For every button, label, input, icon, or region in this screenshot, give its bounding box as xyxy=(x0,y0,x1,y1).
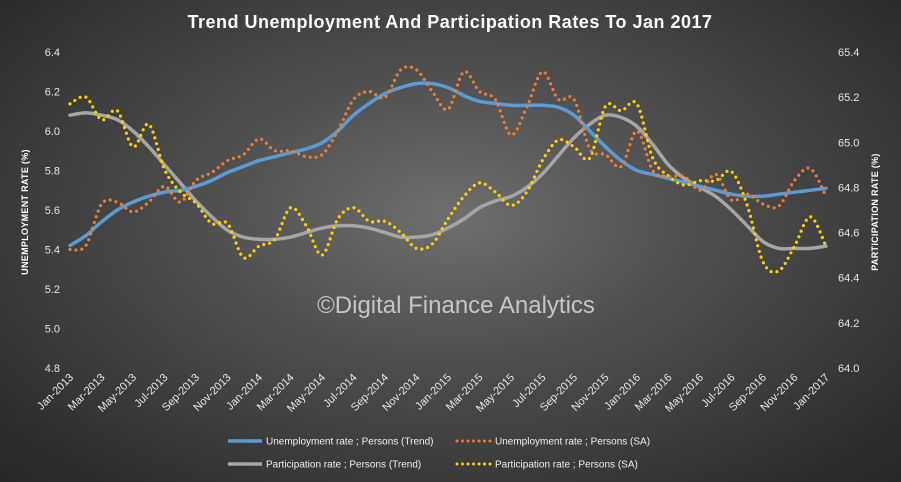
legend-label-2: Participation rate ; Persons (Trend) xyxy=(266,460,421,471)
chart-title: Trend Unemployment And Participation Rat… xyxy=(187,12,712,32)
y-tick-right: 64.8 xyxy=(838,182,859,194)
y-axis-right: 64.0 64.2 64.4 64.6 64.8 65.0 65.2 65.4 xyxy=(838,47,859,375)
y-tick-right: 64.6 xyxy=(838,228,859,240)
series-line-1 xyxy=(68,65,828,252)
y-tick-right: 64.2 xyxy=(838,318,859,330)
x-axis: Jan-2013Mar-2013May-2013Jul-2013Sep-2013… xyxy=(35,372,832,415)
y-tick-left: 5.8 xyxy=(45,166,60,178)
y-axis-left: 4.8 5.0 5.2 5.4 5.6 5.8 6.0 6.2 6.4 xyxy=(45,47,60,375)
y-tick-right: 64.4 xyxy=(838,273,859,285)
legend-label-1: Unemployment rate ; Persons (SA) xyxy=(495,437,650,448)
y-tick-right: 65.4 xyxy=(838,47,859,59)
y-tick-right: 65.2 xyxy=(838,92,859,104)
series-line-0 xyxy=(68,81,828,248)
y-tick-left: 5.6 xyxy=(45,205,60,217)
y-axis-label-left: UNEMPLOYMENT RATE (%) xyxy=(20,149,30,275)
series-line-3 xyxy=(68,95,828,274)
legend: Unemployment rate ; Persons (Trend) Unemp… xyxy=(228,437,650,471)
legend-label-0: Unemployment rate ; Persons (Trend) xyxy=(266,437,433,448)
y-tick-left: 6.4 xyxy=(45,47,60,59)
y-tick-right: 65.0 xyxy=(838,137,859,149)
plot-area xyxy=(68,65,828,274)
y-tick-left: 5.4 xyxy=(45,245,60,257)
watermark-text: ©Digital Finance Analytics xyxy=(317,292,595,319)
y-tick-left: 5.2 xyxy=(45,284,60,296)
y-tick-left: 6.0 xyxy=(45,126,60,138)
y-tick-left: 5.0 xyxy=(45,324,60,336)
y-tick-left: 6.2 xyxy=(45,87,60,99)
legend-label-3: Participation rate ; Persons (SA) xyxy=(495,460,638,471)
y-tick-left: 4.8 xyxy=(45,363,60,375)
y-axis-label-right: PARTICIPATION RATE (%) xyxy=(870,153,880,270)
y-tick-right: 64.0 xyxy=(838,363,859,375)
